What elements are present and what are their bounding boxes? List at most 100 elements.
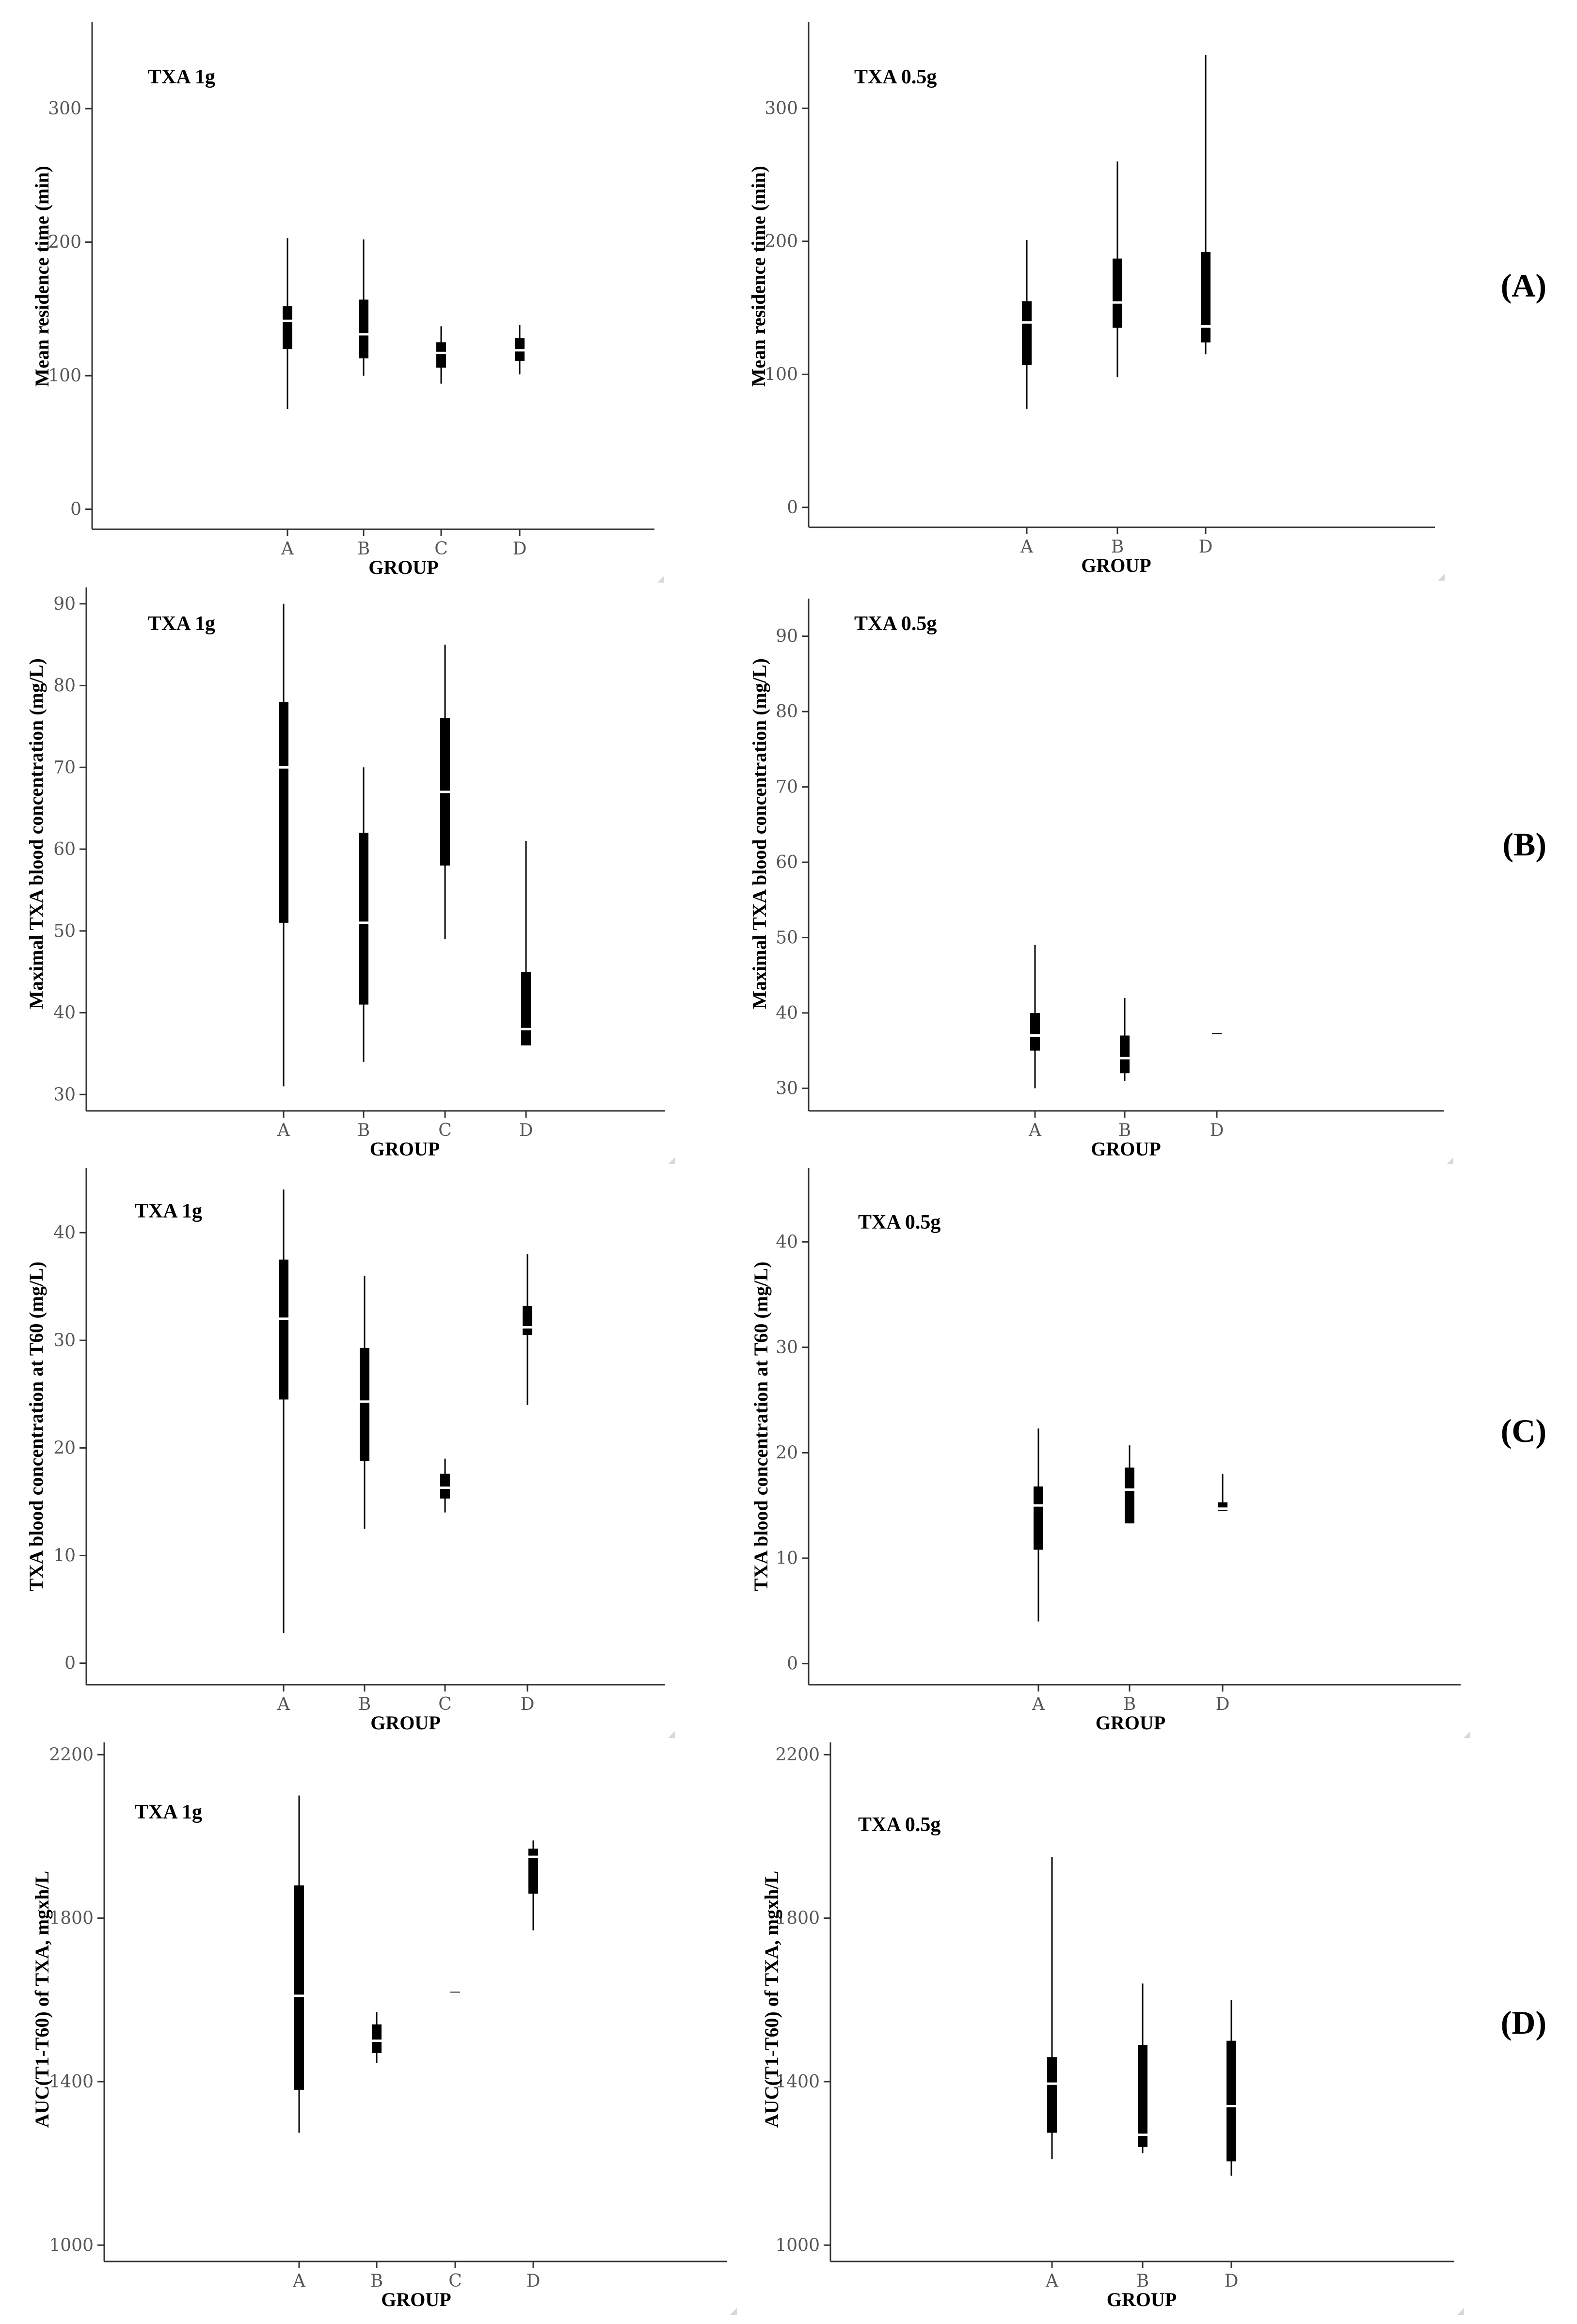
- y-tick-label: 70: [776, 777, 798, 797]
- x-axis-title: GROUP: [1091, 1138, 1161, 1160]
- corner-mark: [730, 2308, 737, 2315]
- y-tick-label: 1800: [49, 1909, 94, 1929]
- panel-title: TXA 0.5g: [858, 1211, 940, 1233]
- x-tick-label: B: [1136, 2271, 1149, 2291]
- corner-mark: [668, 1731, 675, 1738]
- y-tick-label: 20: [53, 1438, 76, 1458]
- x-tick-label: D: [521, 1694, 535, 1714]
- y-tick-label: 100: [48, 366, 81, 386]
- box: [1034, 1486, 1043, 1550]
- x-tick-label: C: [438, 1121, 452, 1140]
- panel-title: TXA 0.5g: [854, 613, 937, 635]
- corner-mark: [1464, 1731, 1470, 1738]
- box: [528, 1849, 538, 1894]
- y-tick-label: 2200: [775, 1745, 820, 1765]
- y-axis-title: TXA blood concentration at T60 (mg/L): [750, 1262, 772, 1591]
- y-axis-title: AUC(T1-T60) of TXA, mgxh/L: [31, 1871, 53, 2128]
- x-tick-label: B: [1118, 1121, 1131, 1140]
- x-tick-label: C: [438, 1694, 452, 1714]
- chart-panel-4: 30 40 50 60 70 80 90 A B D GROUP Maximal TXA blood …: [749, 599, 1453, 1164]
- box: [279, 1259, 288, 1400]
- x-tick-label: C: [434, 539, 448, 559]
- y-tick-label: 1400: [49, 2072, 94, 2092]
- panel-title: TXA 1g: [148, 613, 215, 635]
- x-tick-label: C: [448, 2271, 462, 2291]
- y-axis-title: Mean residence time (min): [748, 166, 769, 387]
- box-group-B: [1138, 1983, 1147, 2153]
- y-tick-label: 40: [53, 1003, 76, 1023]
- row-label-c: (C): [1501, 1412, 1546, 1449]
- y-axis-title: Maximal TXA blood concentration (mg/L): [25, 658, 47, 1009]
- corner-mark: [1457, 2308, 1464, 2315]
- x-tick-label: A: [1045, 2271, 1059, 2291]
- box-group-C: [436, 326, 446, 384]
- box: [1138, 2045, 1147, 2147]
- y-tick-label: 30: [776, 1338, 798, 1358]
- box-group-C: [440, 645, 450, 939]
- box: [1227, 2040, 1236, 2162]
- box-group-A: [1022, 240, 1032, 409]
- x-axis-title: GROUP: [368, 556, 438, 578]
- panel-title: TXA 0.5g: [858, 1814, 940, 1836]
- x-tick-label: A: [1032, 1694, 1045, 1714]
- box: [294, 1885, 304, 2090]
- box-group-B: [359, 239, 368, 376]
- box-group-A: [279, 603, 288, 1087]
- chart-panel-6: 0 10 20 30 40 A B D GROUP TXA blood concentration…: [750, 1168, 1470, 1738]
- box-group-B: [1113, 161, 1122, 377]
- y-tick-label: 10: [53, 1546, 76, 1566]
- x-tick-label: A: [1020, 537, 1034, 557]
- chart-panel-1: 0 100 200 300 A B C D GROUP Mean residence time (…: [31, 22, 664, 583]
- box: [521, 972, 531, 1045]
- row-label-d: (D): [1501, 2004, 1546, 2041]
- y-tick-label: 40: [776, 1003, 798, 1023]
- y-tick-label: 30: [776, 1078, 798, 1098]
- y-tick-label: 50: [776, 928, 798, 948]
- box: [1030, 1012, 1040, 1051]
- y-axis-title: AUC(T1-T60) of TXA, mgxh/L: [761, 1871, 782, 2128]
- chart-panel-2: 0 100 200 300 A B D GROUP Mean residence time (m…: [748, 22, 1445, 581]
- y-tick-label: 80: [776, 702, 798, 722]
- box: [359, 300, 368, 359]
- y-tick-label: 30: [53, 1330, 76, 1350]
- y-tick-label: 300: [765, 98, 798, 118]
- box-group-A: [1030, 945, 1040, 1089]
- corner-mark: [668, 1157, 675, 1164]
- box: [1047, 2057, 1057, 2133]
- box: [1125, 1467, 1134, 1524]
- x-tick-label: D: [1225, 2271, 1239, 2291]
- corner-mark: [657, 576, 664, 583]
- y-tick-label: 20: [776, 1443, 798, 1463]
- box-group-B: [359, 767, 368, 1062]
- box: [359, 833, 368, 1005]
- box-group-A: [1034, 1428, 1043, 1622]
- panel-title: TXA 1g: [135, 1200, 202, 1222]
- row-label-a: (A): [1501, 267, 1546, 304]
- box-group-D: [1218, 1473, 1227, 1511]
- box: [436, 342, 446, 368]
- panel-title: TXA 0.5g: [854, 66, 937, 88]
- box-group-C: [450, 1992, 460, 1995]
- corner-mark: [1438, 574, 1445, 581]
- x-tick-label: D: [526, 2271, 541, 2291]
- box-group-D: [528, 1840, 538, 1930]
- box: [279, 702, 288, 923]
- box: [1113, 258, 1122, 328]
- x-tick-label: D: [519, 1121, 533, 1140]
- x-tick-label: A: [277, 1694, 290, 1714]
- x-axis-title: GROUP: [381, 2289, 451, 2310]
- x-axis-title: GROUP: [1096, 1712, 1165, 1734]
- x-tick-label: A: [281, 539, 294, 559]
- y-tick-label: 60: [776, 853, 798, 872]
- x-tick-label: B: [358, 1694, 371, 1714]
- y-tick-label: 0: [787, 1654, 798, 1674]
- x-tick-label: B: [357, 1121, 370, 1140]
- y-tick-label: 1400: [775, 2072, 820, 2092]
- chart-panel-3: 30 40 50 60 70 80 90 A B C D GROUP Maximal TXA blood…: [25, 587, 675, 1164]
- y-axis-title: TXA blood concentration at T60 (mg/L): [25, 1262, 47, 1591]
- y-tick-label: 1000: [49, 2235, 94, 2255]
- box-group-B: [1125, 1445, 1134, 1524]
- box-group-A: [294, 1795, 304, 2133]
- x-axis-title: GROUP: [370, 1712, 440, 1734]
